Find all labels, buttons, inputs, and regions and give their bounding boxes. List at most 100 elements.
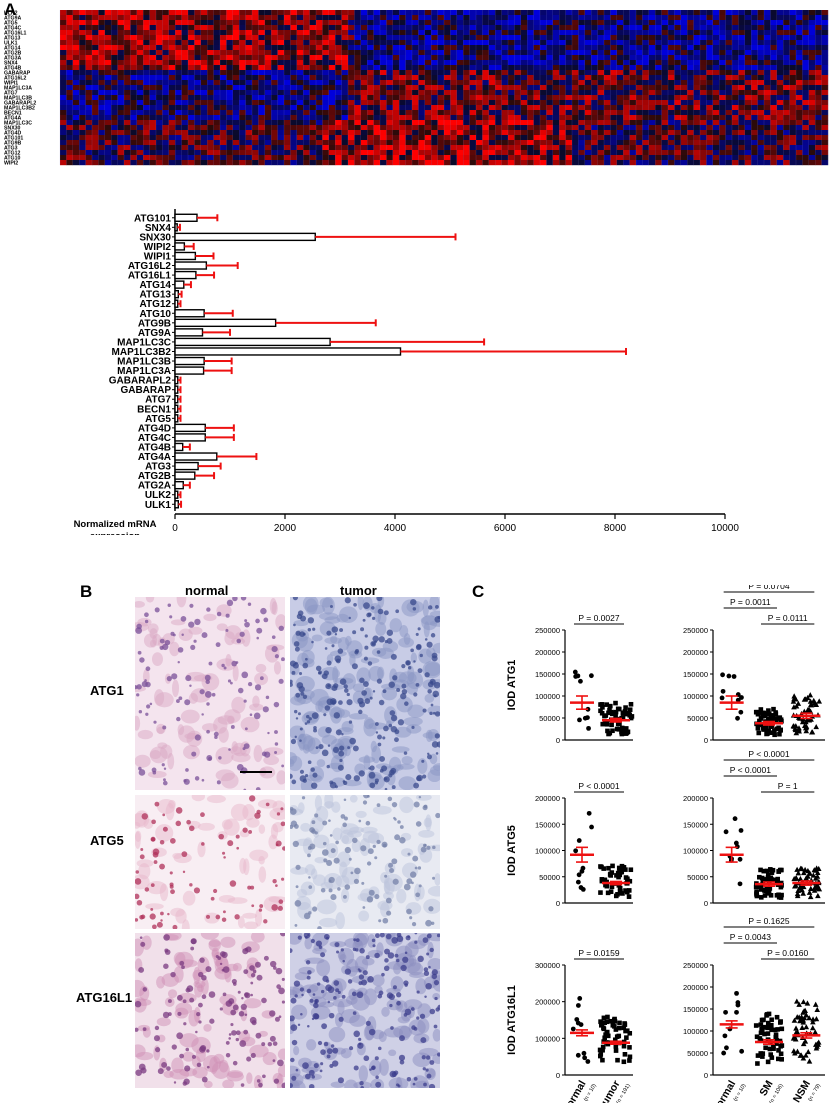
heatmap-cell <box>399 25 406 31</box>
tissue-cell <box>143 633 158 648</box>
heatmap-cell <box>520 30 528 36</box>
heatmap-cell <box>444 50 451 56</box>
tissue-nucleus <box>163 778 166 782</box>
tissue-cell <box>398 776 417 790</box>
heatmap-cell <box>175 45 182 51</box>
heatmap-cell <box>284 50 291 56</box>
heatmap-cell <box>808 50 816 56</box>
heatmap-cell <box>815 140 822 146</box>
tissue-nucleus <box>386 629 394 636</box>
heatmap-cell <box>463 155 470 161</box>
heatmap-cell <box>437 105 445 111</box>
heatmap-cell <box>303 110 310 116</box>
heatmap-cell <box>117 150 125 156</box>
heatmap-cell <box>277 145 285 151</box>
heatmap-cell <box>450 25 457 31</box>
heatmap-cell <box>239 60 246 66</box>
heatmap-cell <box>463 10 470 16</box>
heatmap-cell <box>226 45 233 51</box>
heatmap-cell <box>226 110 233 116</box>
heatmap-cell <box>700 135 707 141</box>
heatmap-cell <box>354 155 361 161</box>
heatmap-cell <box>316 150 323 156</box>
heatmap-cell <box>348 140 355 146</box>
heatmap-cell <box>719 150 726 156</box>
heatmap-cell <box>693 15 701 21</box>
heatmap-cell <box>232 135 240 141</box>
heatmap-cell <box>482 110 489 116</box>
heatmap-cell <box>399 65 406 71</box>
tissue-nucleus <box>367 661 373 666</box>
heatmap-cell <box>789 160 797 166</box>
tissue-nucleus <box>159 863 165 870</box>
heatmap-cell <box>143 100 150 106</box>
heatmap-cell <box>175 60 182 66</box>
tissue-nucleus <box>169 871 173 875</box>
heatmap-cell <box>725 135 733 141</box>
heatmap-cell <box>367 45 374 51</box>
heatmap-cell <box>290 95 297 101</box>
tissue-cell <box>203 613 217 622</box>
heatmap-cell <box>271 60 278 66</box>
heatmap-cell <box>156 105 163 111</box>
heatmap-cell <box>386 130 393 136</box>
heatmap-cell <box>610 100 617 106</box>
tissue-nucleus <box>437 615 440 620</box>
heatmap-cell <box>258 45 265 51</box>
heatmap-cell <box>284 110 291 116</box>
heatmap-cell <box>815 160 822 166</box>
heatmap-cell <box>392 15 400 21</box>
heatmap-cell <box>258 10 265 16</box>
heatmap-cell <box>757 160 765 166</box>
heatmap-cell <box>296 120 304 126</box>
heatmap-cell <box>309 100 317 106</box>
heatmap-cell <box>520 55 528 61</box>
heatmap-cell <box>264 145 272 151</box>
heatmap-cell <box>444 15 451 21</box>
tissue-nucleus <box>435 604 439 609</box>
heatmap-cell <box>552 25 560 31</box>
tissue-nucleus <box>161 763 165 767</box>
heatmap-cell <box>610 140 617 146</box>
heatmap-cell <box>719 125 726 131</box>
heatmap-cell <box>725 55 733 61</box>
heatmap-cell <box>770 70 777 76</box>
tissue-cell <box>135 715 141 731</box>
bar-category-label: ATG101 <box>134 213 171 224</box>
heatmap-cell <box>642 30 649 36</box>
heatmap-cell <box>252 20 259 26</box>
heatmap-cell <box>232 65 240 71</box>
heatmap-cell <box>527 25 534 31</box>
tissue-nucleus <box>247 885 252 890</box>
heatmap-cell <box>143 60 150 66</box>
heatmap-cell <box>418 50 425 56</box>
heatmap-cell <box>424 120 432 126</box>
heatmap-cell <box>207 75 214 81</box>
heatmap-cell <box>533 10 541 16</box>
heatmap-cell <box>373 45 381 51</box>
bar <box>174 404 179 413</box>
heatmap-cell <box>181 135 189 141</box>
tissue-cell <box>319 621 336 637</box>
heatmap-cell <box>450 50 457 56</box>
heatmap-cell <box>578 25 585 31</box>
heatmap-cell <box>200 45 208 51</box>
heatmap-cell <box>578 10 585 16</box>
heatmap-cell <box>584 25 592 31</box>
tissue-cell <box>406 682 419 695</box>
heatmap-cell <box>412 50 419 56</box>
heatmap-cell <box>450 35 457 41</box>
heatmap-cell <box>437 110 445 116</box>
heatmap-cell <box>738 60 745 66</box>
heatmap-cell <box>629 35 637 41</box>
heatmap-cell <box>98 50 105 56</box>
tissue-nucleus <box>261 751 267 757</box>
heatmap-cell <box>495 30 502 36</box>
heatmap-cell <box>648 60 656 66</box>
heatmap-cell <box>700 60 707 66</box>
heatmap-cell <box>392 10 400 16</box>
heatmap-cell <box>700 95 707 101</box>
heatmap-cell <box>450 40 457 46</box>
heatmap-cell <box>815 15 822 21</box>
heatmap-cell <box>610 55 617 61</box>
